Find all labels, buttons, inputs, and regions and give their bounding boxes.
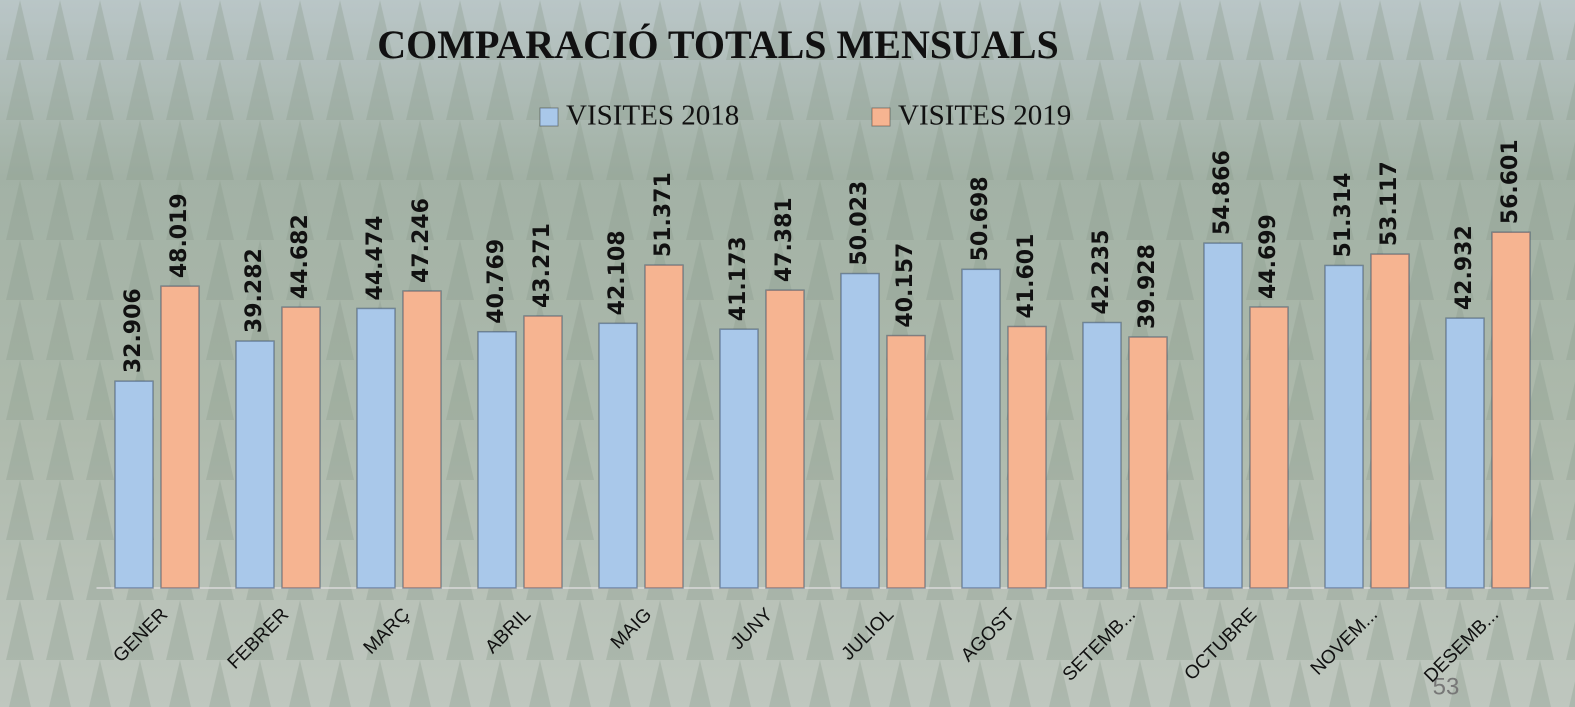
value-label: 43.271 [530,223,555,308]
bar [1445,317,1485,589]
value-label: 50.023 [847,181,872,266]
bar [402,290,442,589]
value-label: 40.769 [484,239,509,324]
value-label: 50.698 [968,176,993,261]
bar [1249,306,1289,589]
value-label: 44.682 [288,214,313,299]
bar [1324,264,1364,589]
legend-swatch [539,107,559,127]
value-label: 44.699 [1256,214,1281,299]
bar [644,264,684,589]
value-label: 39.282 [242,248,267,333]
value-label: 51.371 [651,172,676,257]
value-label: 51.314 [1331,173,1356,258]
value-label: 42.108 [605,230,630,315]
value-label: 41.601 [1014,234,1039,319]
bar [1007,325,1047,589]
bar [1491,231,1531,589]
bar [886,334,926,589]
bar [1370,253,1410,589]
bar [961,268,1001,589]
bar [281,306,321,589]
bar [598,322,638,589]
value-label: 39.928 [1135,244,1160,329]
bar [356,307,396,589]
bar [840,272,880,589]
value-label: 42.932 [1452,225,1477,310]
value-label: 54.866 [1210,150,1235,235]
legend-swatch [871,107,891,127]
legend-label: VISITES 2019 [898,100,1071,132]
value-label: 47.246 [409,198,434,283]
bar [114,380,154,589]
bar [1082,321,1122,589]
bar [1203,242,1243,589]
value-label: 47.381 [772,197,797,282]
bar [765,289,805,589]
bar [1128,336,1168,589]
bar [477,330,517,589]
value-label: 41.173 [726,236,751,321]
value-label: 42.235 [1089,230,1114,315]
value-label: 53.117 [1377,161,1402,246]
value-label: 32.906 [121,288,146,373]
bar [160,285,200,589]
value-label: 48.019 [167,193,192,278]
page-number: 53 [1433,673,1460,700]
legend-label: VISITES 2018 [566,100,739,132]
chart-title: COMPARACIÓ TOTALS MENSUALS [377,22,1059,67]
value-label: 44.474 [363,216,388,301]
value-label: 40.157 [893,243,918,328]
bar [235,340,275,589]
value-label: 56.601 [1498,139,1523,224]
bar [523,315,563,589]
bar [719,328,759,589]
